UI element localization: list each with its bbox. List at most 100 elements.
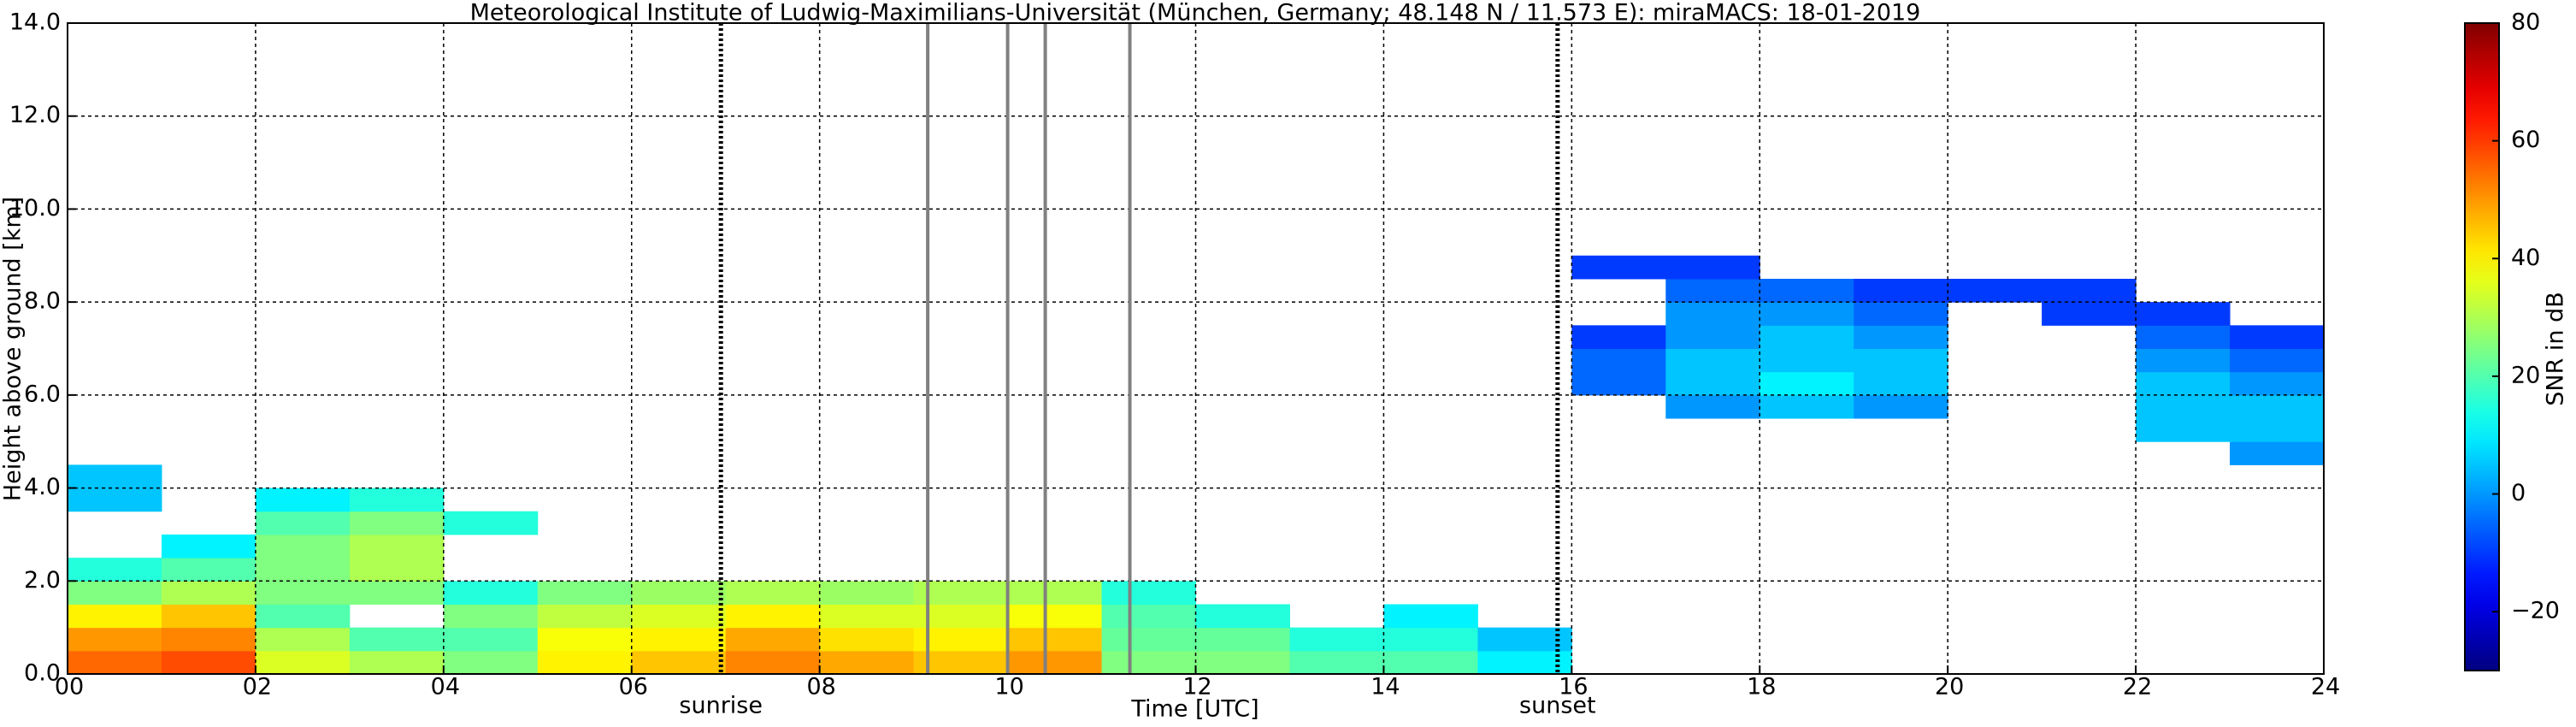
x-tick-label: 16 [1559, 674, 1588, 700]
heatmap-cell [1571, 325, 1666, 349]
heatmap-cell [2042, 302, 2137, 326]
heatmap-cell [819, 627, 915, 652]
heatmap-cell [537, 581, 633, 605]
heatmap-cell [1854, 371, 1948, 396]
heatmap-cell [161, 627, 256, 652]
heatmap-cell [819, 604, 915, 629]
heatmap-cell [68, 464, 162, 489]
heatmap-cell [255, 604, 351, 629]
heatmap-cell [68, 488, 162, 512]
heatmap-cell [1665, 302, 1760, 326]
plot-frame [67, 22, 2325, 675]
heatmap-cell [1383, 650, 1478, 675]
heatmap-cell [1101, 604, 1196, 629]
heatmap-cell [1665, 278, 1760, 303]
heatmap-cell [1760, 394, 1854, 419]
x-tick-label: 06 [619, 674, 648, 700]
heatmap-cell [255, 627, 351, 652]
heatmap-cell [2136, 302, 2231, 326]
heatmap-cell [1289, 650, 1384, 675]
heatmap-cell [1665, 371, 1760, 396]
heatmap-cell [1948, 278, 2043, 303]
y-tick-label: 8.0 [24, 288, 61, 315]
x-tick-label: 18 [1747, 674, 1776, 700]
heatmap-cell [725, 604, 821, 629]
heatmap-cell [68, 627, 162, 652]
x-tick-label: 24 [2311, 674, 2340, 700]
heatmap-cell [819, 581, 915, 605]
heatmap-cell [1101, 581, 1196, 605]
heatmap-cell [1854, 325, 1948, 349]
heatmap-cell [255, 581, 351, 605]
y-tick-label: 4.0 [24, 474, 61, 500]
y-axis-label: Height above ground [km] [0, 197, 27, 501]
heatmap-cell [1007, 581, 1103, 605]
heatmap-cell [1854, 302, 1948, 326]
heatmap-cell [1101, 650, 1196, 675]
heatmap-cell [1383, 627, 1478, 652]
x-tick-label: 12 [1182, 674, 1211, 700]
heatmap-cell [349, 511, 445, 535]
heatmap-cell [2042, 278, 2137, 303]
heatmap-cell [631, 627, 727, 652]
heatmap-cell [1571, 371, 1666, 396]
heatmap-cell [537, 650, 633, 675]
heatmap-cell [68, 558, 162, 582]
heatmap-cell [819, 650, 915, 675]
heatmap-cell [1101, 627, 1196, 652]
x-tick-label: 22 [2123, 674, 2152, 700]
heatmap-cell [2136, 418, 2231, 442]
marker-label: sunset [1519, 693, 1596, 719]
heatmap-cell [2136, 348, 2231, 373]
heatmap-cell [1760, 302, 1854, 326]
colorbar-label: SNR in dB [2543, 292, 2569, 406]
heatmap-cell [161, 604, 256, 629]
y-tick-label: 2.0 [24, 567, 61, 594]
heatmap-cell [2230, 441, 2325, 465]
heatmap-cell [255, 488, 351, 512]
heatmap-cell [255, 534, 351, 559]
chart-title: Meteorological Institute of Ludwig-Maxim… [470, 0, 1921, 27]
colorbar [2464, 22, 2500, 671]
x-tick-label: 02 [243, 674, 272, 700]
x-tick-label: 08 [806, 674, 835, 700]
heatmap-cell [1665, 348, 1760, 373]
heatmap-cell [255, 558, 351, 582]
heatmap-cell [1854, 278, 1948, 303]
y-tick-label: 14.0 [9, 9, 61, 36]
heatmap-cell [1195, 650, 1290, 675]
heatmap-cell [349, 488, 445, 512]
heatmap-cell [443, 581, 539, 605]
heatmap-cell [2230, 394, 2325, 419]
heatmap-cell [161, 534, 256, 559]
colorbar-tick-label: 80 [2511, 9, 2540, 36]
heatmap-cell [631, 650, 727, 675]
heatmap-cell [349, 534, 445, 559]
colorbar-tick-label: −20 [2511, 598, 2560, 624]
heatmap-cell [2230, 325, 2325, 349]
heatmap-cell [1383, 604, 1478, 629]
heatmap-cell [443, 650, 539, 675]
heatmap-cell [349, 627, 445, 652]
colorbar-tick-label: 20 [2511, 362, 2540, 388]
heatmap-cell [443, 511, 539, 535]
y-tick-label: 12.0 [9, 102, 61, 128]
heatmap-cell [1007, 627, 1103, 652]
heatmap-cell [2136, 394, 2231, 419]
heatmap-cell [68, 650, 162, 675]
heatmap-cell [255, 511, 351, 535]
heatmap-cell [1665, 394, 1760, 419]
x-tick-label: 00 [55, 674, 84, 700]
x-tick-label: 04 [431, 674, 460, 700]
x-tick-label: 10 [994, 674, 1023, 700]
heatmap-cell [725, 581, 821, 605]
heatmap-cell [1665, 255, 1760, 280]
heatmap-cell [161, 558, 256, 582]
heatmap-cell [443, 627, 539, 652]
heatmap-cell [161, 581, 256, 605]
heatmap-cell [1571, 348, 1666, 373]
heatmap-cell [1571, 255, 1666, 280]
heatmap-cell [1665, 325, 1760, 349]
colorbar-tick-label: 40 [2511, 245, 2540, 271]
